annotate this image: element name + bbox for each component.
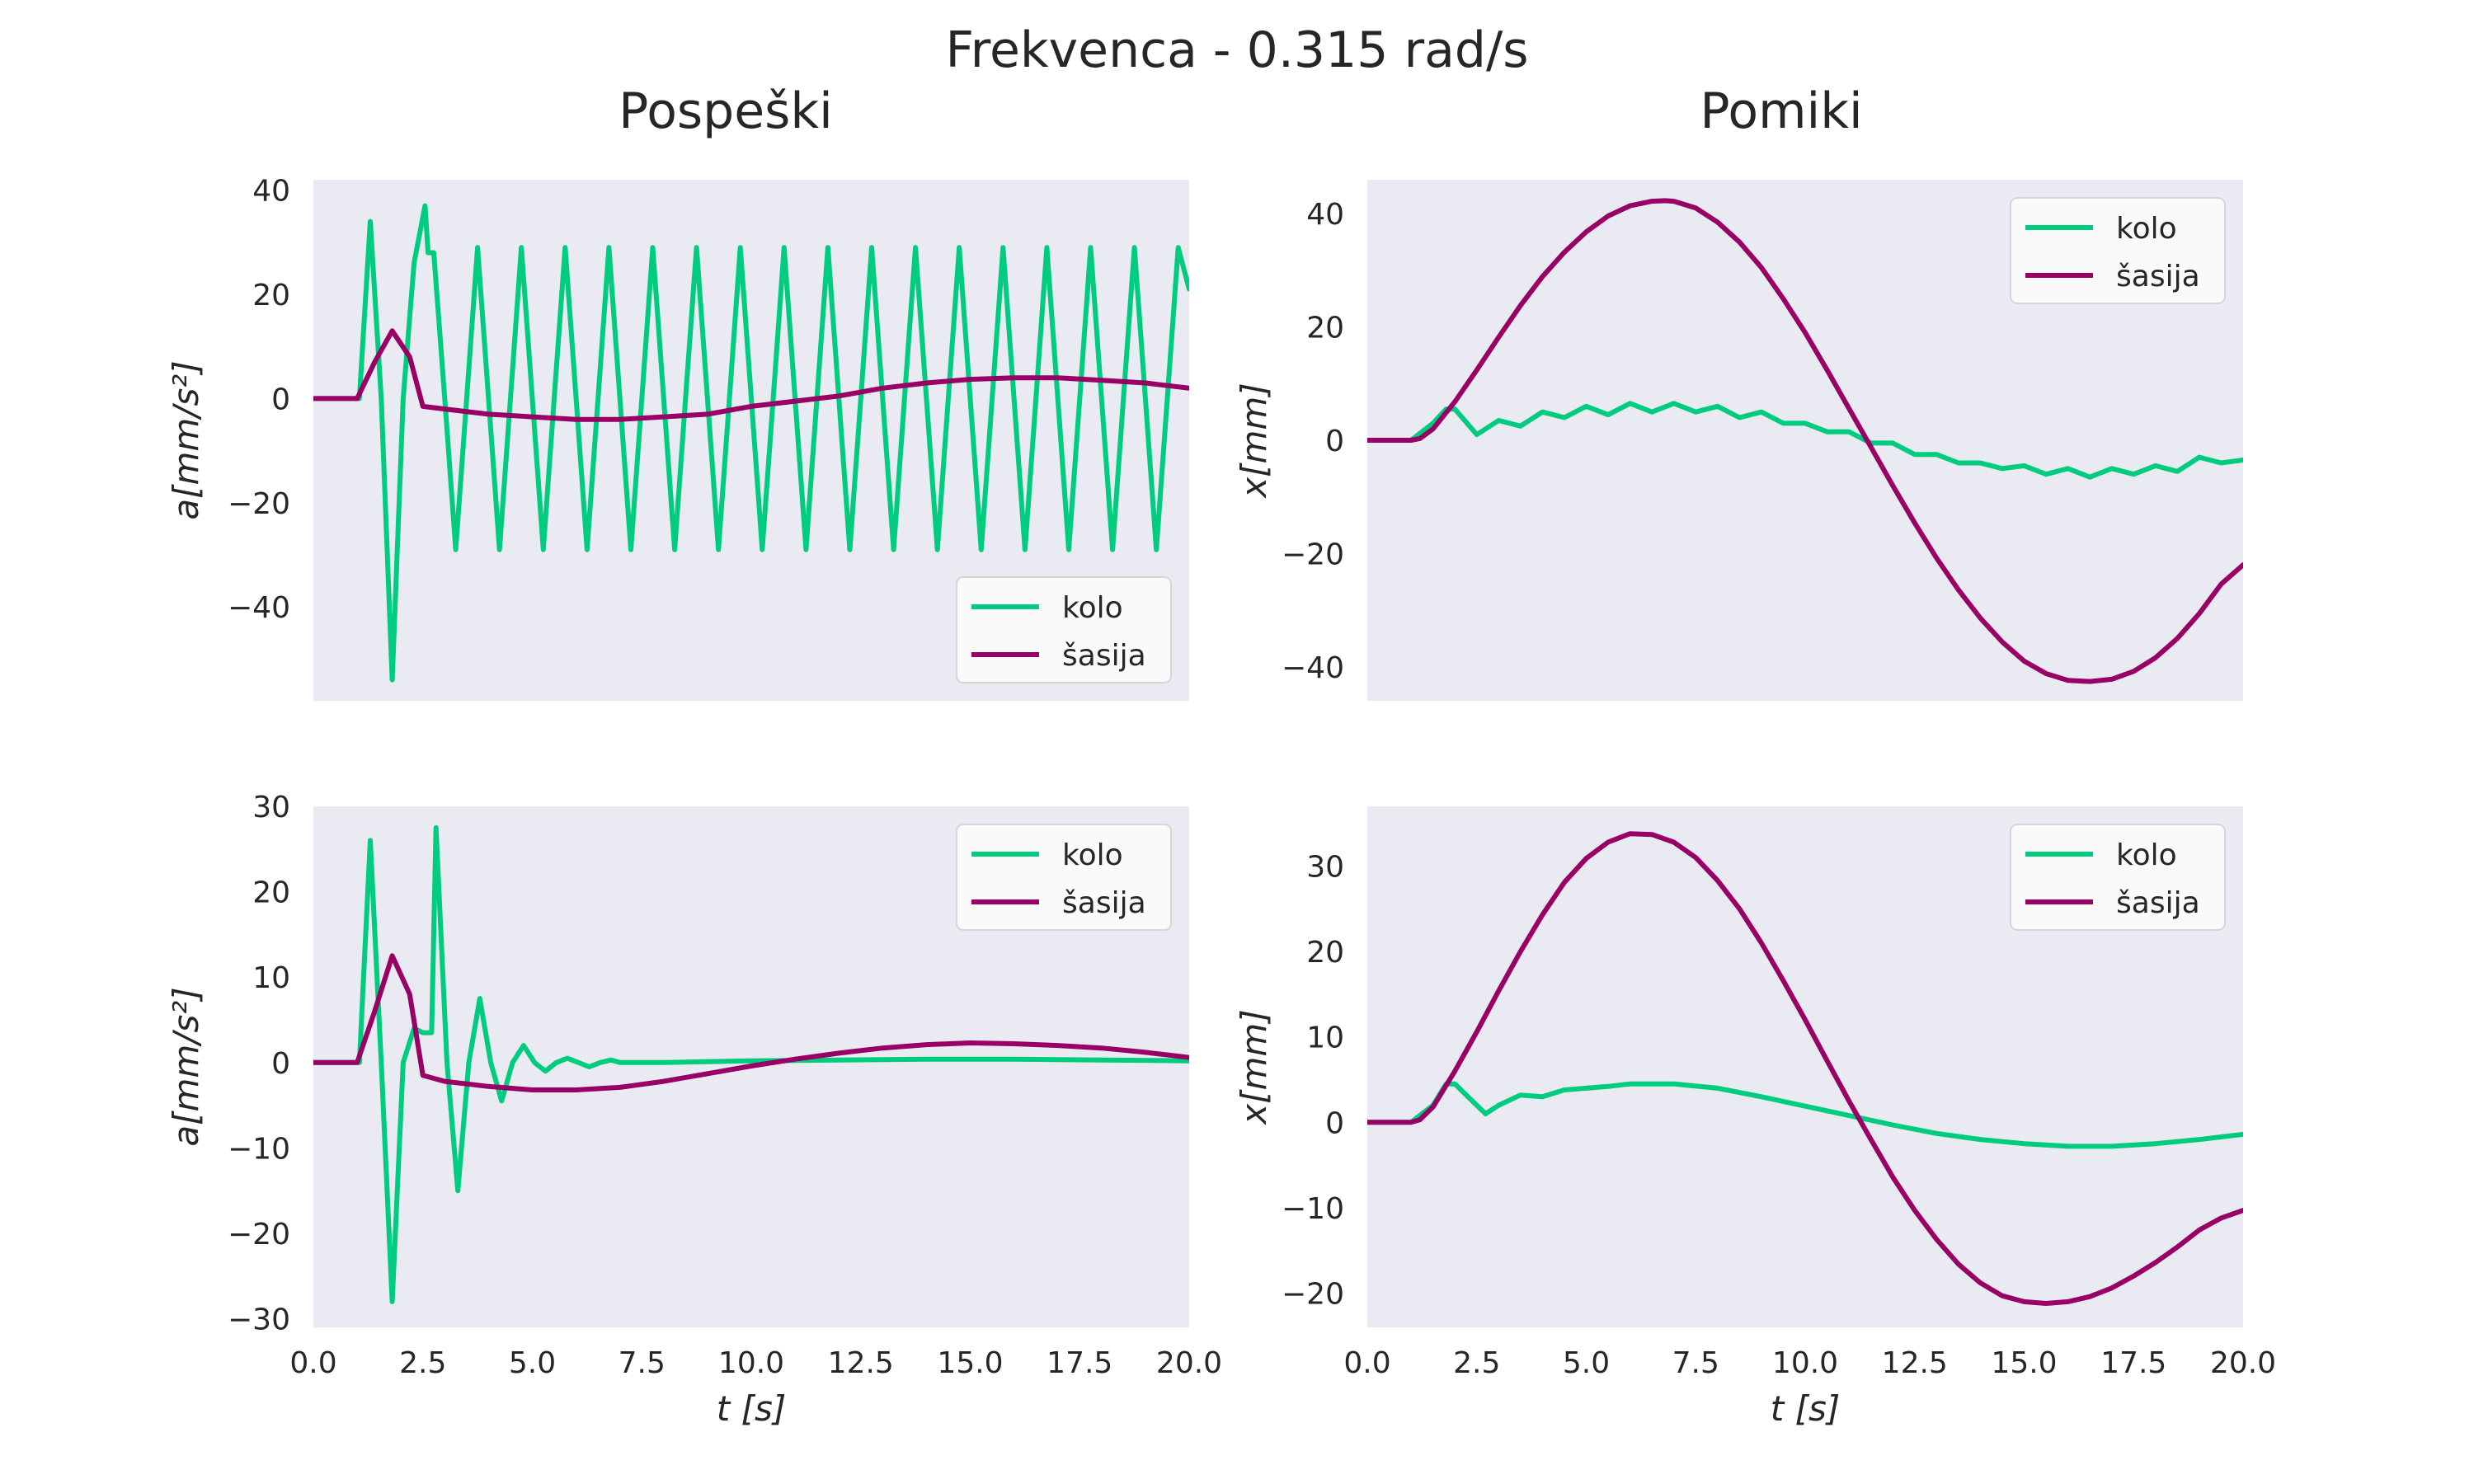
- y-tick-label: 0: [1325, 425, 1344, 458]
- x-tick-label: 0.0: [1343, 1346, 1390, 1380]
- series-line-kolo: [1367, 401, 2243, 480]
- y-tick-label: −20: [1282, 1278, 1344, 1312]
- y-tick-label: −20: [228, 487, 290, 521]
- x-tick-label: 2.5: [1453, 1346, 1500, 1380]
- figure-title: Frekvenca - 0.315 rad/s: [945, 21, 1529, 79]
- y-tick-label: −20: [228, 1218, 290, 1252]
- x-tick-label: 10.0: [1772, 1346, 1838, 1380]
- y-tick-label: −10: [1282, 1192, 1344, 1226]
- y-tick-label: −10: [228, 1132, 290, 1166]
- legend-label: šasija: [1062, 886, 1146, 920]
- x-tick-label: 20.0: [1156, 1346, 1222, 1380]
- series-line-sasija: [1367, 198, 2243, 684]
- y-axis-label: x[mm]: [1234, 383, 1274, 499]
- x-tick-label: 20.0: [2210, 1346, 2276, 1380]
- y-tick-label: 20: [252, 876, 290, 910]
- legend: kolo šasija: [956, 824, 1172, 931]
- chart-acc-bottom: −30 −20 −10 0 10 20 30 0.0 2.5 5.0 7.5 10.0 12.5 15.0…: [166, 791, 1222, 1429]
- y-tick-label: 30: [252, 791, 290, 824]
- y-tick-label: 40: [252, 175, 290, 209]
- chart-pos-top: −40 −20 0 20 40 x[mm] kolo šasija: [1234, 180, 2243, 701]
- legend: kolo šasija: [2010, 197, 2226, 304]
- y-tick-label: 30: [1306, 851, 1344, 885]
- y-tick-label: 40: [1306, 198, 1344, 232]
- legend-label: kolo: [1062, 838, 1123, 872]
- y-tick-label: −20: [1282, 538, 1344, 571]
- series-line-sasija: [313, 953, 1189, 1092]
- y-tick-label: −30: [228, 1303, 290, 1337]
- y-axis-label: a[mm/s²]: [166, 360, 206, 519]
- y-axis-label: a[mm/s²]: [166, 987, 206, 1146]
- y-tick-label: 0: [271, 1047, 290, 1081]
- x-tick-label: 7.5: [618, 1346, 666, 1380]
- y-tick-label: 20: [1306, 936, 1344, 970]
- y-tick-label: 20: [1306, 312, 1344, 345]
- legend-label: šasija: [2116, 260, 2200, 294]
- series-line-kolo: [1367, 1081, 2243, 1149]
- y-axis-label: x[mm]: [1234, 1009, 1274, 1125]
- x-tick-label: 5.0: [509, 1346, 556, 1380]
- x-tick-label: 17.5: [2100, 1346, 2166, 1380]
- x-tick-label: 15.0: [937, 1346, 1003, 1380]
- series-line-sasija: [1367, 831, 2243, 1306]
- y-tick-label: −40: [1282, 651, 1344, 685]
- x-tick-label: 7.5: [1672, 1346, 1719, 1380]
- legend-label: kolo: [1062, 591, 1123, 625]
- x-axis-label: t [s]: [717, 1388, 786, 1429]
- y-tick-label: 10: [252, 961, 290, 995]
- y-tick-label: −40: [228, 591, 290, 625]
- x-tick-label: 0.0: [289, 1346, 336, 1380]
- series-line-kolo: [313, 824, 1189, 1304]
- legend: kolo šasija: [956, 576, 1172, 683]
- x-axis-label: t [s]: [1771, 1388, 1840, 1429]
- legend-label: kolo: [2116, 212, 2177, 246]
- chart-pos-bottom: −20 −10 0 10 20 30 0.0 2.5 5.0 7.5 10.0 12.5 15.0 17.…: [1234, 806, 2276, 1429]
- x-tick-label: 15.0: [1991, 1346, 2057, 1380]
- y-tick-label: 20: [252, 279, 290, 312]
- legend-label: šasija: [2116, 886, 2200, 920]
- series-line-kolo: [313, 203, 1189, 683]
- series-line-sasija: [313, 328, 1189, 422]
- legend-label: kolo: [2116, 838, 2177, 872]
- x-tick-label: 17.5: [1047, 1346, 1112, 1380]
- y-tick-label: 0: [1325, 1106, 1344, 1140]
- legend-label: šasija: [1062, 639, 1146, 673]
- x-tick-label: 12.5: [828, 1346, 894, 1380]
- column-title-displacements: Pomiki: [1700, 82, 1863, 140]
- legend: kolo šasija: [2010, 824, 2226, 931]
- x-tick-label: 5.0: [1563, 1346, 1610, 1380]
- y-tick-label: 0: [271, 383, 290, 416]
- chart-acc-top: −40 −20 0 20 40 a[mm/s²] kolo šasija: [166, 175, 1189, 701]
- x-tick-label: 10.0: [718, 1346, 784, 1380]
- y-tick-label: 10: [1306, 1021, 1344, 1055]
- x-tick-label: 12.5: [1882, 1346, 1948, 1380]
- x-tick-label: 2.5: [399, 1346, 446, 1380]
- column-title-accelerations: Pospeški: [618, 82, 833, 140]
